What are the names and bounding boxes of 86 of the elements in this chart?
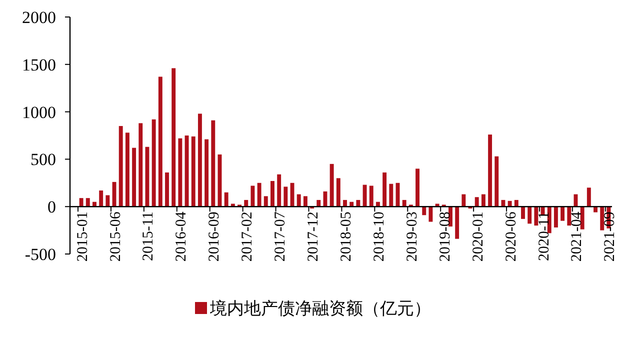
bar — [204, 139, 209, 207]
x-tick-label: 2018-10 — [371, 212, 388, 262]
bar — [600, 206, 604, 230]
bar — [580, 206, 584, 230]
bar — [594, 206, 598, 212]
bar — [586, 188, 591, 207]
y-tick-label: -500 — [24, 245, 56, 264]
bar — [474, 197, 479, 207]
bar — [184, 136, 189, 207]
bar — [250, 186, 255, 207]
x-tick-label: 2017-02 — [240, 212, 256, 262]
bar — [99, 190, 104, 207]
bar — [224, 192, 228, 207]
y-tick-label: 500 — [30, 150, 56, 170]
bar — [402, 200, 406, 207]
bar — [86, 198, 90, 207]
x-tick-label: 2019-08 — [437, 212, 454, 262]
bar — [501, 200, 506, 207]
bar — [106, 195, 110, 207]
x-tick-label: 2016-09 — [206, 212, 223, 262]
bar — [284, 186, 288, 207]
bar — [428, 206, 433, 222]
x-tick-label: 2020-11 — [536, 212, 552, 262]
y-tick-label: 2000 — [22, 8, 56, 27]
bar — [362, 184, 367, 207]
x-tick-label: 2015-11 — [140, 212, 157, 262]
bar — [172, 68, 176, 207]
bar — [118, 126, 123, 207]
x-tick-label: 2020-01 — [470, 212, 486, 262]
bar — [198, 114, 202, 207]
bar — [560, 206, 565, 221]
bar — [165, 172, 169, 207]
legend-label: 境内地产债净融资额（亿元） — [209, 299, 431, 319]
bar — [211, 120, 216, 207]
bar — [494, 156, 499, 207]
bar — [270, 181, 274, 207]
bar — [257, 182, 262, 207]
bar — [316, 200, 321, 207]
bar — [488, 134, 492, 207]
bar — [138, 123, 143, 207]
bar — [462, 194, 466, 207]
bar — [534, 206, 538, 226]
bar — [152, 119, 156, 207]
bar — [567, 206, 572, 226]
x-tick-label: 2015-06 — [108, 211, 124, 262]
bar — [343, 200, 347, 207]
bar — [264, 196, 268, 207]
bar — [422, 206, 426, 216]
bar — [296, 194, 301, 207]
bar — [389, 184, 394, 207]
x-tick-label: 2017-12 — [306, 212, 322, 262]
bar — [323, 191, 328, 207]
bar — [416, 168, 420, 207]
bar — [382, 172, 387, 207]
x-tick-label: 2019-03 — [404, 212, 420, 262]
bar — [277, 174, 282, 207]
x-tick-label: 2018-05 — [338, 212, 354, 262]
x-tick-label: 2015-01 — [74, 212, 91, 262]
bar — [455, 206, 460, 239]
y-tick-label: 1000 — [22, 102, 56, 122]
bar — [554, 206, 558, 228]
bar — [303, 196, 308, 207]
x-tick-label: 2017-07 — [272, 211, 289, 262]
bar — [514, 200, 518, 207]
x-tick-label: 2020-06 — [503, 211, 520, 262]
bar — [547, 206, 552, 234]
bar — [125, 132, 130, 207]
bar — [132, 148, 136, 207]
bar — [191, 136, 196, 207]
bar — [356, 200, 360, 207]
bar — [79, 198, 84, 207]
bar — [330, 164, 334, 207]
x-tick-label: 2021-09 — [602, 212, 618, 262]
bar — [178, 138, 182, 207]
x-tick-label: 2016-04 — [174, 211, 190, 262]
y-tick-label: 0 — [48, 198, 56, 217]
bar — [528, 206, 532, 224]
bar — [145, 146, 150, 207]
bar — [158, 76, 162, 207]
y-tick-label: 1500 — [22, 55, 56, 74]
bar — [521, 206, 525, 219]
bar — [336, 178, 340, 207]
bar — [244, 200, 248, 207]
bar — [369, 186, 374, 207]
bar — [481, 194, 486, 207]
x-tick-label: 2021-04 — [569, 211, 586, 262]
